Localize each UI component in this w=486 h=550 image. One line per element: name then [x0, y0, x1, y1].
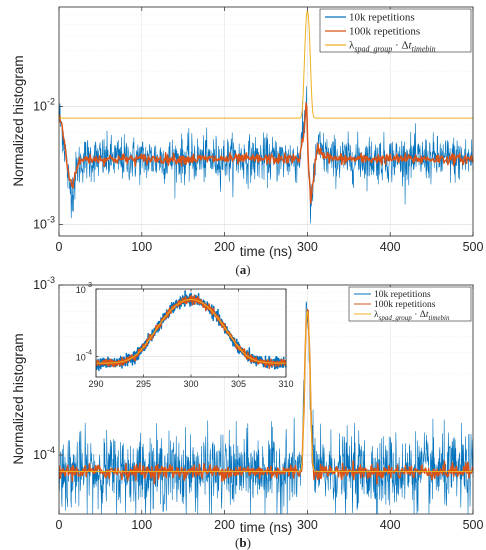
- panel-b-y-axis-label: Normalized histogram: [11, 333, 26, 464]
- panel-a-series: [58, 10, 474, 224]
- series-10k-line: [58, 86, 474, 224]
- x-tick-label: 400: [380, 240, 401, 254]
- x-tick-label: 300: [297, 240, 318, 254]
- x-tick-label: 295: [136, 379, 151, 389]
- legend-b-100k-label: 100k repetitions: [374, 300, 436, 310]
- y-tick-label: 10-3: [76, 282, 92, 295]
- panel-b-legend: 10k repetitions 100k repetitions λspad_g…: [348, 286, 472, 322]
- legend-a-10k-label: 10k repetitions: [349, 12, 415, 24]
- y-tick-label: 10-4: [76, 350, 92, 363]
- panel-a-plot-frame: [58, 6, 474, 237]
- panel-b-inset-chart: 290 295 300 305 310 10-3 10-4: [76, 282, 294, 389]
- x-tick-label: 310: [278, 379, 293, 389]
- series-lambda-line: [58, 310, 474, 473]
- panel-b-plot-frame: [58, 284, 474, 515]
- series-lambda-line: [58, 10, 474, 119]
- panel-a-x-axis-label: time (ns): [240, 244, 293, 259]
- legend-b-10k-label: 10k repetitions: [374, 290, 431, 300]
- panel-a-chart: 0 100 200 300 400 500 10-2 10-3 Normalized hist…: [11, 6, 483, 277]
- panel-b-series: [58, 301, 474, 515]
- x-tick-label: 0: [56, 240, 63, 254]
- panel-a-y-axis-label: Normalized histogram: [11, 55, 26, 186]
- panel-a-caption: (a): [235, 262, 250, 277]
- y-tick-label: 10-4: [33, 445, 55, 462]
- inset-series-100k-line: [95, 294, 287, 370]
- x-tick-label: 100: [131, 240, 152, 254]
- y-tick-label: 10-2: [33, 97, 55, 114]
- series-10k-line: [58, 301, 474, 515]
- x-tick-label: 0: [56, 518, 63, 532]
- inset-ticks: 290 295 300 305 310 10-3 10-4: [76, 282, 294, 389]
- x-tick-label: 300: [183, 379, 198, 389]
- inset-series: [95, 290, 287, 372]
- panel-b-ticks: 0 100 200 300 400 500 10-3 10-4: [33, 275, 483, 532]
- x-tick-label: 200: [214, 240, 235, 254]
- x-tick-label: 300: [297, 518, 318, 532]
- x-tick-label: 100: [131, 518, 152, 532]
- x-tick-label: 400: [380, 518, 401, 532]
- x-tick-label: 200: [214, 518, 235, 532]
- x-tick-label: 290: [88, 379, 103, 389]
- panel-a-legend: 10k repetitions 100k repetitions λspad_g…: [319, 8, 472, 54]
- y-tick-label: 10-3: [33, 215, 55, 232]
- series-100k-line: [58, 102, 474, 205]
- panel-b-caption: (b): [235, 535, 251, 550]
- panel-b-x-axis-label: time (ns): [240, 520, 293, 535]
- x-tick-label: 305: [231, 379, 246, 389]
- y-tick-label: 10-3: [33, 275, 55, 292]
- panel-a-ticks: 0 100 200 300 400 500 10-2 10-3: [33, 7, 483, 254]
- legend-a-100k-label: 100k repetitions: [349, 26, 420, 38]
- x-tick-label: 500: [463, 240, 484, 254]
- panel-b-chart: 0 100 200 300 400 500 10-3 10-4 Normalized hist…: [11, 275, 483, 550]
- inset-series-lambda-line: [95, 298, 287, 364]
- x-tick-label: 500: [463, 518, 484, 532]
